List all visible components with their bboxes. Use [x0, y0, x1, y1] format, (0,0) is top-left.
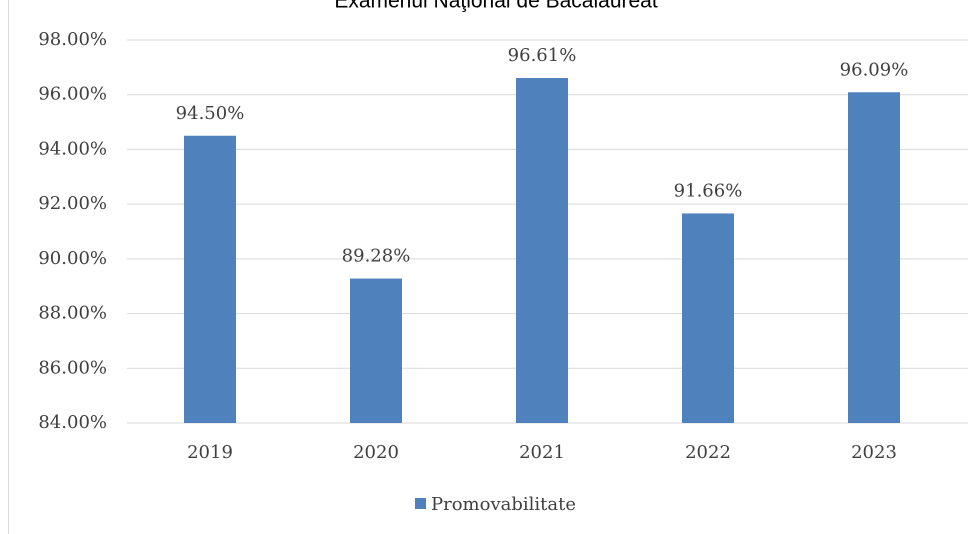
x-tick-label: 2019	[187, 442, 233, 463]
y-tick-label: 90.00%	[38, 248, 107, 269]
y-tick-label: 84.00%	[38, 412, 107, 433]
data-label: 94.50%	[176, 103, 245, 124]
bar	[184, 135, 236, 423]
x-tick-label: 2021	[519, 442, 565, 463]
x-tick-label: 2022	[685, 442, 731, 463]
y-tick-label: 86.00%	[38, 357, 107, 378]
bar	[848, 92, 900, 424]
y-tick-label: 96.00%	[38, 84, 107, 105]
y-tick-label: 88.00%	[38, 303, 107, 324]
data-label: 91.66%	[674, 180, 743, 201]
x-tick-label: 2023	[851, 442, 897, 463]
data-label: 89.28%	[342, 246, 411, 267]
legend-label: Promovabilitate	[431, 494, 576, 515]
y-tick-label: 92.00%	[38, 193, 107, 214]
bar	[516, 78, 568, 423]
y-tick-label: 98.00%	[38, 29, 107, 50]
bar	[682, 213, 734, 423]
chart-frame	[8, 0, 9, 534]
legend-swatch	[415, 498, 426, 509]
bar	[350, 278, 402, 423]
data-label: 96.61%	[508, 45, 577, 66]
x-tick-label: 2020	[353, 442, 399, 463]
chart-title: Examenul Naţional de Bacalaureat	[334, 0, 658, 13]
y-tick-label: 94.00%	[38, 138, 107, 159]
data-label: 96.09%	[840, 59, 909, 80]
